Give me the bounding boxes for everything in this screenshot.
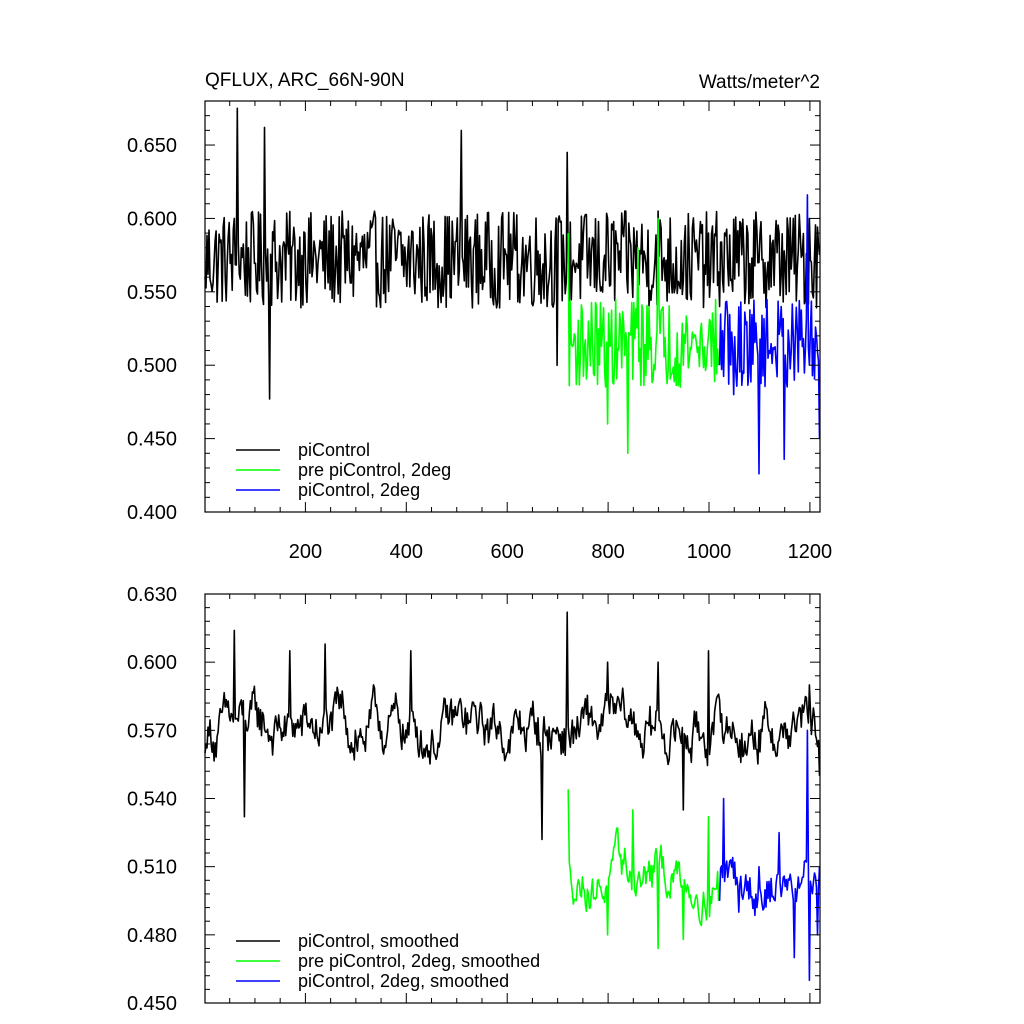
y-tick-label: 0.570: [127, 720, 177, 742]
series-line-pre-picontrol-2deg-smoothed: [567, 789, 720, 950]
series-line-picontrol-2deg: [718, 194, 821, 475]
x-tick-label: 200: [289, 541, 322, 563]
y-tick-label: 0.400: [127, 502, 177, 524]
x-tick-label: 800: [591, 541, 624, 563]
y-tick-label: 0.480: [127, 925, 177, 947]
units-label: Watts/meter^2: [699, 72, 820, 93]
y-tick-label: 0.600: [127, 652, 177, 674]
y-tick-label: 0.540: [127, 789, 177, 811]
y-tick-label: 0.450: [127, 993, 177, 1015]
series-line-picontrol-2deg-smoothed: [718, 729, 821, 982]
y-tick-label: 0.600: [127, 208, 177, 230]
series-line-picontrol: [204, 107, 821, 400]
series-line-picontrol-smoothed: [204, 611, 821, 841]
legend-label: pre piControl, 2deg, smoothed: [298, 951, 540, 971]
y-tick-label: 0.630: [127, 584, 177, 606]
chart-panel-2: 0.450 0.480 0.510 0.540 0.570 0.600 0.630 piCon…: [127, 584, 821, 1015]
x-tick-label: 1000: [687, 541, 732, 563]
series-line-pre-picontrol-2deg: [567, 217, 720, 455]
y-tick-label: 0.650: [127, 135, 177, 157]
legend-label: piControl, 2deg: [298, 480, 420, 500]
y-tick-label: 0.550: [127, 282, 177, 304]
legend-label: piControl, 2deg, smoothed: [298, 971, 509, 991]
legend-label: pre piControl, 2deg: [298, 460, 451, 480]
chart-title: QFLUX, ARC_66N-90N: [205, 70, 405, 91]
y-tick-label: 0.500: [127, 355, 177, 377]
chart-panel-1: 0.400 0.450 0.500 0.550 0.600 0.650 200 400 600 8…: [127, 70, 832, 563]
x-tick-label: 1200: [788, 541, 833, 563]
x-tick-label: 400: [390, 541, 423, 563]
legend-label: piControl, smoothed: [298, 931, 459, 951]
y-tick-label: 0.450: [127, 429, 177, 451]
y-tick-label: 0.510: [127, 857, 177, 879]
legend-label: piControl: [298, 440, 370, 460]
x-tick-label: 600: [491, 541, 524, 563]
